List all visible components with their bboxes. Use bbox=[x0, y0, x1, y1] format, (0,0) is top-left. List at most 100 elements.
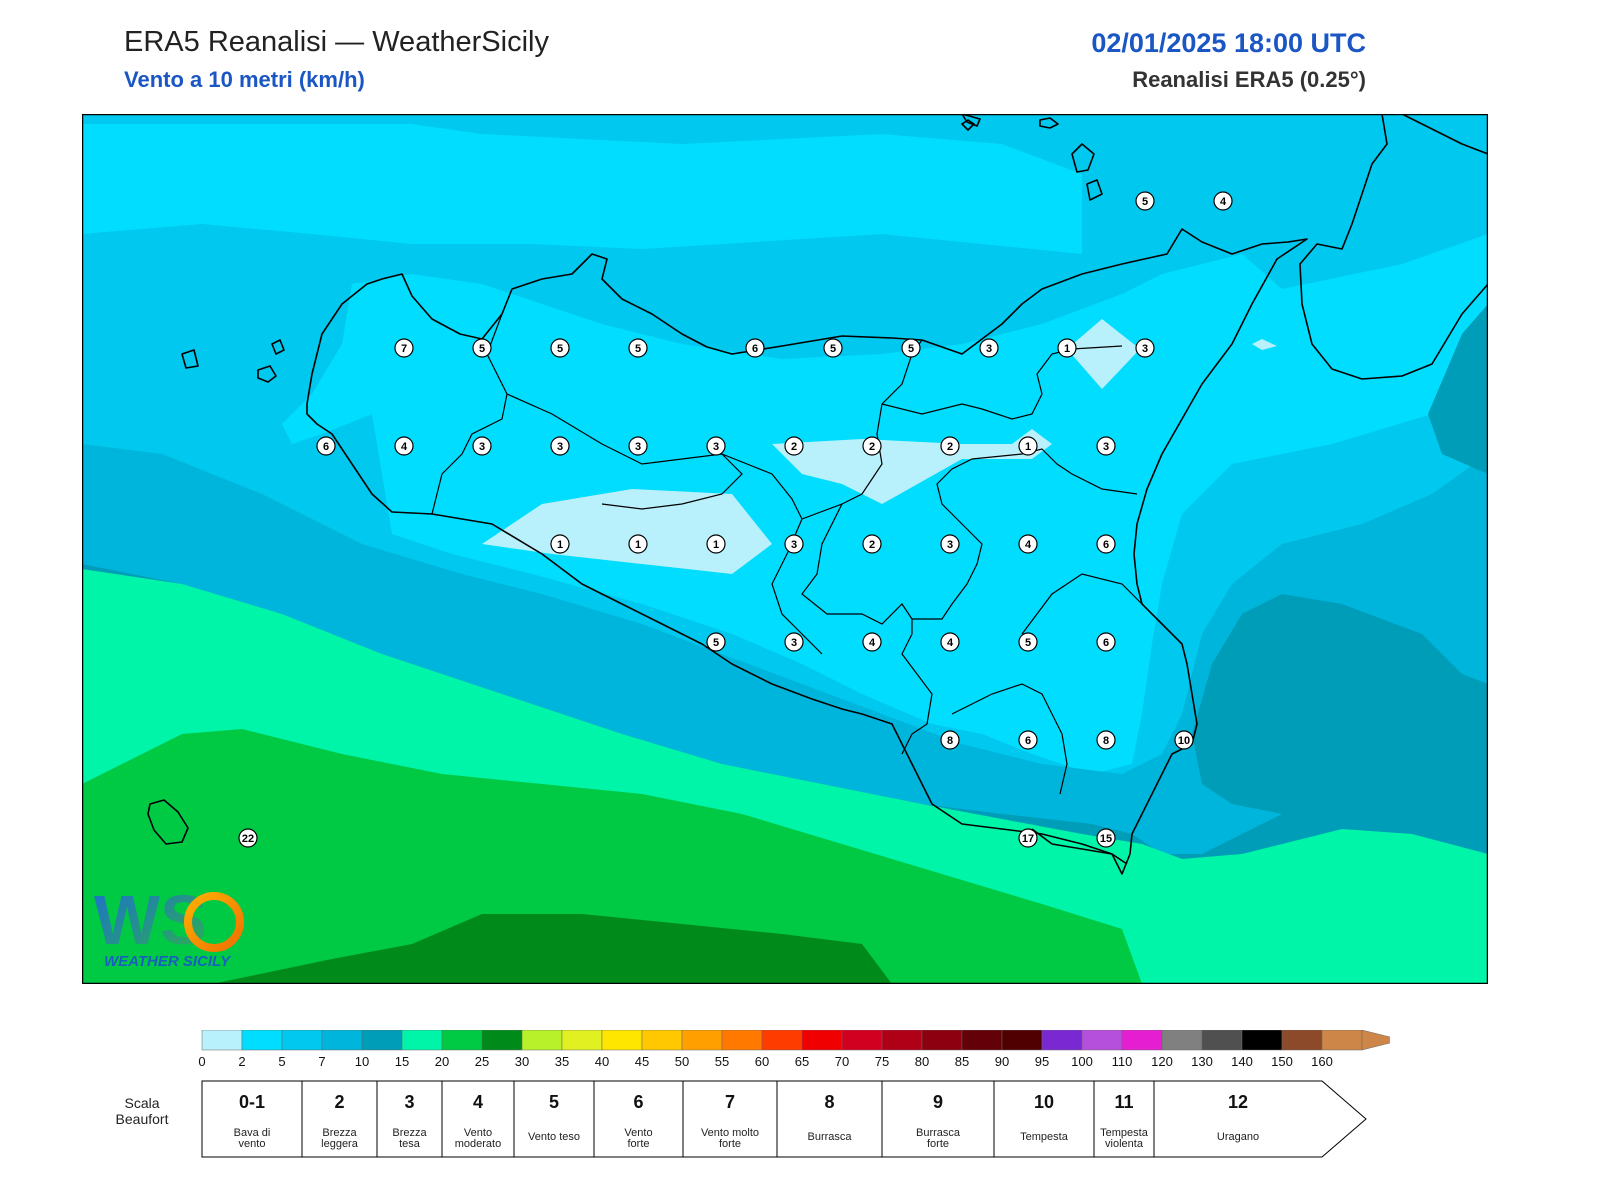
colorbar-swatch bbox=[481, 1030, 523, 1051]
beaufort-number: 3 bbox=[404, 1092, 414, 1112]
colorbar-tick-label: 130 bbox=[1191, 1054, 1213, 1069]
wind-point-value: 3 bbox=[557, 441, 563, 453]
colorbar-tick-label: 50 bbox=[675, 1054, 689, 1069]
wind-point-marker bbox=[706, 436, 726, 456]
wind-point-marker bbox=[979, 338, 999, 358]
wind-point-marker bbox=[1174, 730, 1194, 750]
wind-point-marker bbox=[394, 338, 414, 358]
wind-point-value: 4 bbox=[947, 637, 954, 649]
wind-point-marker bbox=[1096, 436, 1116, 456]
wind-point-value: 5 bbox=[830, 343, 836, 355]
beaufort-number: 11 bbox=[1114, 1092, 1133, 1112]
wind-point-value: 6 bbox=[323, 441, 329, 453]
colorbar-swatch bbox=[601, 1030, 643, 1051]
beaufort-description: forte bbox=[627, 1138, 649, 1150]
beaufort-description: Burrasca bbox=[807, 1131, 852, 1143]
beaufort-number: 0-1 bbox=[239, 1092, 265, 1112]
colorbar-swatch bbox=[201, 1030, 243, 1051]
wind-point-marker bbox=[1096, 632, 1116, 652]
wind-point-marker bbox=[628, 436, 648, 456]
colorbar-tick-label: 160 bbox=[1311, 1054, 1333, 1069]
colorbar-tick-label: 80 bbox=[915, 1054, 929, 1069]
colorbar-swatches bbox=[201, 1030, 1390, 1051]
wind-point-marker bbox=[901, 338, 921, 358]
wind-point-value: 3 bbox=[1142, 343, 1148, 355]
wind-point-value: 3 bbox=[791, 637, 797, 649]
beaufort-description: Brezza bbox=[392, 1127, 427, 1139]
beaufort-cell bbox=[993, 1080, 1095, 1158]
colorbar-swatch bbox=[521, 1030, 563, 1051]
wind-point-marker bbox=[1018, 436, 1038, 456]
wind-point-marker bbox=[1018, 534, 1038, 554]
colorbar-tick-label: 120 bbox=[1151, 1054, 1173, 1069]
wind-point-value: 1 bbox=[713, 539, 719, 551]
wind-point-marker bbox=[550, 436, 570, 456]
colorbar-tick-label: 100 bbox=[1071, 1054, 1093, 1069]
wind-point-marker bbox=[745, 338, 765, 358]
wind-point-value: 5 bbox=[1025, 637, 1031, 649]
wind-point-marker bbox=[784, 436, 804, 456]
beaufort-description: Brezza bbox=[322, 1127, 357, 1139]
beaufort-description: moderato bbox=[455, 1138, 501, 1150]
beaufort-description: forte bbox=[719, 1138, 741, 1150]
beaufort-description: leggera bbox=[321, 1138, 359, 1150]
wind-point-value: 3 bbox=[791, 539, 797, 551]
beaufort-description: Tempesta bbox=[1100, 1127, 1149, 1139]
wind-point-value: 2 bbox=[947, 441, 953, 453]
colorbar-swatch bbox=[361, 1030, 403, 1051]
colorbar-swatch bbox=[1041, 1030, 1083, 1051]
beaufort-cell bbox=[1093, 1080, 1155, 1158]
wind-value-markers: 7 5 5 5 6 5 5 3 1 35 46 4 3 3 3 3 2 2 2 1 31 1 1 3 2 3 4 65 3 4 4 5 68 6 8… bbox=[238, 191, 1233, 848]
wind-point-value: 3 bbox=[479, 441, 485, 453]
wind-point-marker bbox=[1018, 828, 1038, 848]
wind-point-marker bbox=[706, 632, 726, 652]
sun-icon bbox=[184, 892, 244, 952]
colorbar-swatch bbox=[761, 1030, 803, 1051]
colorbar-extend-arrow bbox=[1361, 1030, 1390, 1051]
wind-point-value: 8 bbox=[947, 735, 953, 747]
wind-point-value: 22 bbox=[242, 833, 254, 845]
wind-point-value: 1 bbox=[1064, 343, 1070, 355]
wind-point-marker bbox=[628, 338, 648, 358]
colorbar-ticks: 0 2 5 7 10 15 20 25 30 35 40 45 50 55 60 65 70 75 80 85 90 95… bbox=[198, 1054, 1332, 1069]
wind-point-value: 4 bbox=[401, 441, 408, 453]
wind-point-marker bbox=[823, 338, 843, 358]
wind-point-value: 4 bbox=[869, 637, 876, 649]
wind-point-marker bbox=[628, 534, 648, 554]
wind-point-value: 6 bbox=[1103, 637, 1109, 649]
wind-point-marker bbox=[1135, 191, 1155, 211]
beaufort-description: vento bbox=[239, 1138, 266, 1150]
beaufort-cell bbox=[513, 1080, 595, 1158]
colorbar-swatch bbox=[1201, 1030, 1243, 1051]
beaufort-description: forte bbox=[927, 1138, 949, 1150]
wind-point-value: 5 bbox=[635, 343, 641, 355]
beaufort-cell bbox=[682, 1080, 778, 1158]
beaufort-cell bbox=[201, 1080, 303, 1158]
colorbar-tick-label: 95 bbox=[1035, 1054, 1049, 1069]
wind-point-marker bbox=[1018, 632, 1038, 652]
wind-point-value: 3 bbox=[986, 343, 992, 355]
colorbar-tick-label: 35 bbox=[555, 1054, 569, 1069]
beaufort-number: 4 bbox=[473, 1092, 483, 1112]
beaufort-cell bbox=[776, 1080, 883, 1158]
colorbar-tick-label: 45 bbox=[635, 1054, 649, 1069]
beaufort-description: violenta bbox=[1105, 1138, 1144, 1150]
wind-point-value: 1 bbox=[1025, 441, 1031, 453]
wind-point-value: 10 bbox=[1178, 735, 1190, 747]
wind-point-marker bbox=[1213, 191, 1233, 211]
wind-point-value: 5 bbox=[713, 637, 719, 649]
wind-point-value: 3 bbox=[713, 441, 719, 453]
colorbar-swatch bbox=[1241, 1030, 1283, 1051]
wind-point-value: 6 bbox=[1025, 735, 1031, 747]
wind-point-value: 5 bbox=[908, 343, 914, 355]
wind-point-value: 2 bbox=[869, 539, 875, 551]
colorbar-tick-label: 140 bbox=[1231, 1054, 1253, 1069]
wind-point-value: 1 bbox=[635, 539, 641, 551]
colorbar-tick-label: 150 bbox=[1271, 1054, 1293, 1069]
colorbar-tick-label: 75 bbox=[875, 1054, 889, 1069]
wind-point-marker bbox=[1096, 730, 1116, 750]
beaufort-cell bbox=[593, 1080, 684, 1158]
beaufort-description: Vento teso bbox=[528, 1131, 580, 1143]
coastlines bbox=[147, 114, 1488, 875]
logo-text: WEATHER SICILY bbox=[104, 953, 232, 970]
